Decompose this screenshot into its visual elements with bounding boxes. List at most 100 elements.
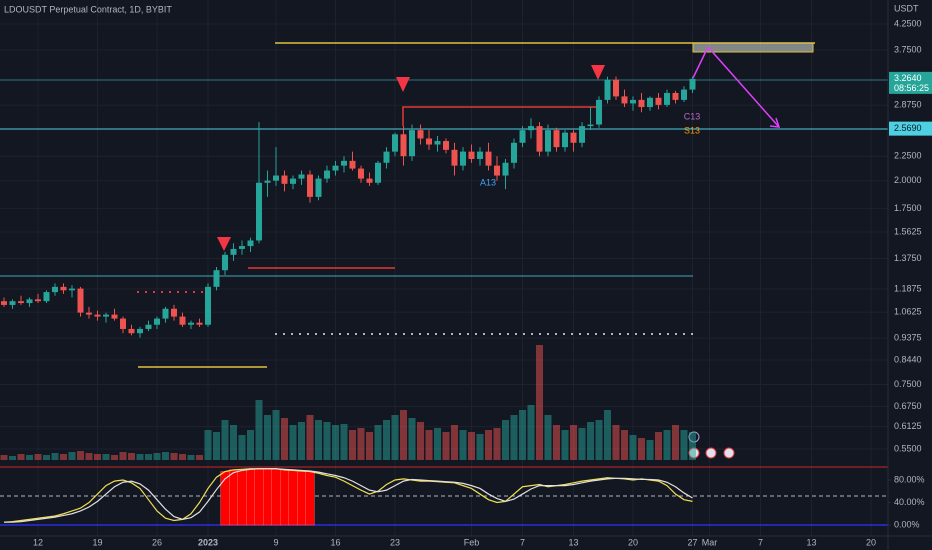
candle-body bbox=[281, 175, 288, 184]
candle-body bbox=[162, 308, 169, 319]
volume-bar bbox=[510, 415, 518, 460]
candle-body bbox=[468, 151, 475, 159]
candle-body bbox=[638, 99, 645, 108]
candle-body bbox=[545, 130, 551, 152]
candle-body bbox=[392, 134, 398, 152]
candle-body bbox=[52, 286, 58, 293]
volume-bar bbox=[425, 430, 433, 460]
volume-bar bbox=[595, 420, 603, 460]
y-tick-label: 0.8440 bbox=[894, 354, 922, 364]
volume-bar bbox=[179, 454, 186, 460]
volume-bar bbox=[43, 455, 50, 460]
candle-body bbox=[417, 130, 424, 139]
x-tick-label: 7 bbox=[520, 537, 525, 547]
volume-bar bbox=[213, 432, 220, 460]
price-tag-label: 3.2640 bbox=[894, 73, 922, 83]
volume-bar bbox=[145, 454, 152, 460]
candle-body bbox=[94, 314, 101, 317]
volume-bar bbox=[485, 430, 492, 460]
signal-triangle bbox=[396, 77, 410, 92]
candle-body bbox=[9, 301, 16, 305]
oscillator-line bbox=[4, 468, 693, 523]
volume-bar bbox=[85, 453, 93, 460]
candle-body bbox=[324, 170, 330, 179]
volume-bar bbox=[434, 428, 441, 460]
candle-body bbox=[596, 99, 602, 125]
candle-body bbox=[179, 316, 186, 325]
icon[interactable] bbox=[723, 447, 735, 459]
volume-bar bbox=[298, 422, 305, 460]
level-line bbox=[402, 106, 598, 126]
candle-body bbox=[672, 92, 679, 100]
volume-bar bbox=[340, 424, 348, 460]
candle-body bbox=[256, 182, 262, 241]
volume-bar bbox=[408, 418, 416, 460]
x-tick-label: Feb bbox=[464, 537, 480, 547]
volume-bar bbox=[332, 425, 339, 460]
volume-bar bbox=[621, 430, 628, 460]
candle-body bbox=[69, 288, 75, 291]
candle-body bbox=[196, 322, 203, 325]
candle-body bbox=[681, 89, 687, 100]
volume-bar bbox=[604, 410, 611, 460]
candle-body bbox=[213, 270, 220, 287]
candle-body bbox=[409, 130, 415, 157]
candle-body bbox=[613, 79, 619, 97]
x-tick-label: 16 bbox=[330, 537, 340, 547]
candle-body bbox=[536, 126, 543, 152]
x-tick-label: 23 bbox=[390, 537, 400, 547]
volume-bar bbox=[281, 418, 288, 460]
candle-body bbox=[341, 160, 347, 166]
volume-bar bbox=[638, 438, 645, 460]
drawings: C13 S13 A13 bbox=[0, 42, 888, 526]
candle-body bbox=[511, 142, 517, 163]
y2-tick-label: 0.00% bbox=[894, 519, 920, 529]
candle-body bbox=[689, 78, 696, 90]
signal-triangle bbox=[217, 237, 231, 251]
candle-body bbox=[570, 132, 577, 143]
volume-bar bbox=[383, 420, 390, 460]
volume-bar bbox=[255, 400, 263, 460]
candle-body bbox=[120, 318, 126, 329]
candle-body bbox=[128, 328, 135, 334]
volume-bar bbox=[587, 422, 594, 460]
candle-body bbox=[332, 165, 339, 171]
oscillator bbox=[3, 468, 693, 526]
candle-body bbox=[451, 149, 458, 166]
candle-body bbox=[443, 141, 449, 150]
volume-bar bbox=[51, 453, 59, 460]
volume-bar bbox=[459, 430, 467, 460]
candle-body bbox=[298, 174, 305, 179]
x-tick-label: 7 bbox=[758, 537, 763, 547]
annotation: A13 bbox=[480, 177, 496, 187]
volume-bar bbox=[561, 430, 569, 460]
volume-bar bbox=[289, 425, 297, 460]
overbought-bar bbox=[288, 470, 298, 526]
icon[interactable] bbox=[705, 447, 717, 459]
candle-body bbox=[77, 288, 84, 313]
volume-bar bbox=[612, 425, 620, 460]
candle-body bbox=[307, 174, 313, 197]
candle-body bbox=[60, 286, 67, 291]
x-tick-label: 2023 bbox=[198, 537, 218, 547]
volume-bar bbox=[187, 455, 195, 460]
candle-body bbox=[145, 324, 152, 329]
overbought-bar bbox=[229, 469, 238, 526]
candle-body bbox=[264, 180, 271, 183]
x-tick-label: 27 bbox=[687, 537, 697, 547]
volume-bar bbox=[672, 425, 679, 460]
candle-body bbox=[222, 254, 228, 271]
volume-bar bbox=[349, 430, 356, 460]
oscillator-line bbox=[3, 468, 693, 523]
candle-body bbox=[562, 132, 568, 148]
candle-body bbox=[290, 178, 296, 184]
volume-bar bbox=[196, 455, 203, 460]
volume-bar bbox=[374, 425, 382, 460]
candle-body bbox=[86, 312, 92, 315]
candle-body bbox=[230, 248, 237, 255]
volume-bar bbox=[247, 430, 254, 460]
volume-bar bbox=[578, 428, 586, 460]
candle-body bbox=[375, 162, 381, 183]
candle-body bbox=[519, 130, 526, 143]
